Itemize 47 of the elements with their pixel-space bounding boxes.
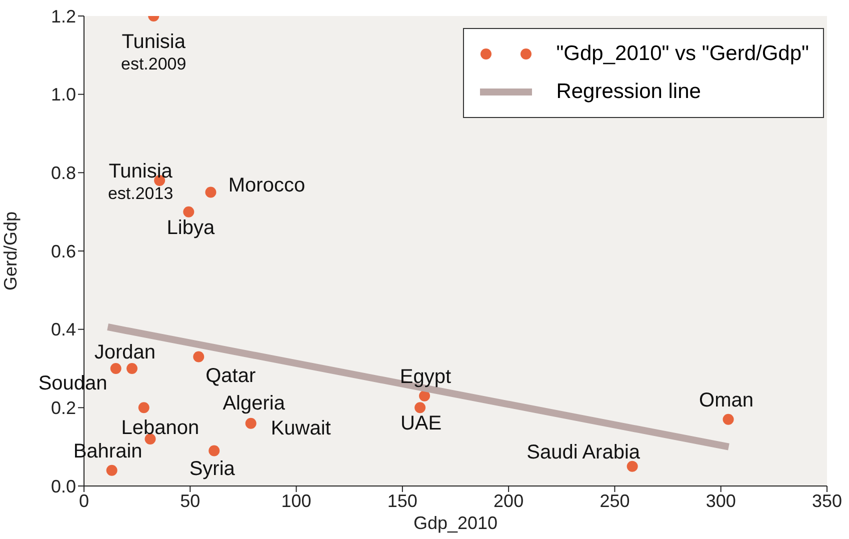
x-tick-label: 150 [387, 490, 418, 511]
x-tick-label: 250 [600, 490, 630, 511]
x-axis-title: Gdp_2010 [413, 513, 498, 533]
point [245, 418, 256, 429]
y-tick-label: 0.8 [50, 163, 76, 184]
x-tick-label: 50 [180, 490, 200, 511]
y-tick-label: 1.0 [50, 84, 76, 105]
x-tick-label: 300 [706, 490, 736, 511]
point [106, 464, 118, 476]
annotation: Tunisia est.2013 [108, 160, 174, 203]
point [722, 414, 734, 425]
annotation: Qatar [206, 364, 256, 387]
annotation: Algeria [222, 392, 286, 414]
x-tick-label: 200 [494, 490, 524, 511]
x-tick-label: 0 [78, 490, 90, 511]
point [138, 402, 150, 414]
annotation: Kuwait [270, 417, 332, 440]
y-tick-label: 0.2 [50, 398, 76, 418]
point [193, 351, 204, 362]
annotation: Syria [189, 458, 236, 480]
y-tick-label: 0.6 [50, 241, 76, 262]
x-tick-label: 100 [281, 490, 312, 511]
point [110, 363, 122, 374]
point [205, 186, 216, 198]
annotation: UAE [400, 412, 442, 435]
point [126, 363, 138, 374]
point [144, 434, 156, 444]
annotation: Jordan [94, 342, 156, 364]
y-axis-title: Gerd/Gdp [0, 211, 20, 291]
point [183, 206, 194, 218]
annotation: Lebanon [121, 417, 200, 439]
point [626, 460, 638, 472]
point [419, 390, 430, 402]
point [414, 402, 426, 414]
annotation: Libya [166, 216, 216, 239]
annotation: Oman [699, 389, 754, 412]
legend-label: Regression line [556, 80, 701, 104]
point [208, 445, 220, 456]
y-tick-label: 0.0 [50, 476, 76, 496]
annotation: Morocco [228, 174, 306, 196]
x-tick-label: 350 [812, 490, 842, 511]
annotation: Egypt [400, 366, 452, 388]
annotation: Tunisia est.2009 [121, 31, 186, 74]
legend-label: "Gdp_2010" vs "Gerd/Gdp" [556, 42, 809, 66]
annotation: Saudi Arabia [526, 441, 641, 464]
y-tick-label: 0.4 [50, 320, 76, 340]
y-tick-label: 1.2 [50, 6, 76, 26]
